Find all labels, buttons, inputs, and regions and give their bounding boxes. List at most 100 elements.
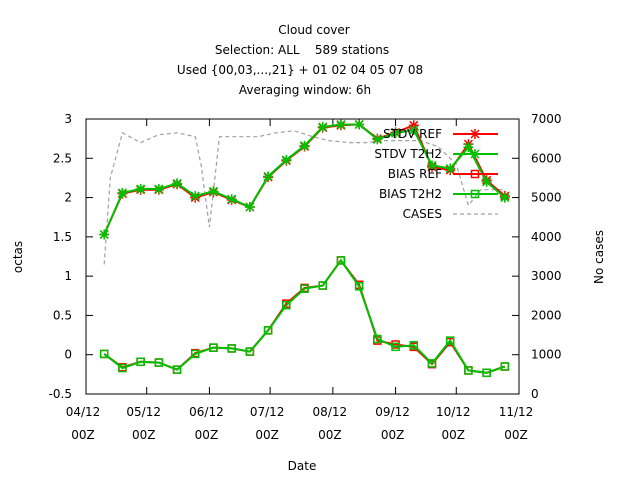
y2-tick-label: 3000	[531, 269, 562, 283]
data-point	[317, 121, 328, 132]
data-point	[282, 300, 291, 310]
data-point	[172, 365, 182, 374]
legend: STDV REF STDV T2H2 BIAS REF BIAS T2H2 CASES	[374, 127, 498, 221]
data-point	[500, 362, 510, 371]
x-tick-label-time: 00Z	[132, 428, 156, 442]
x-axis-label: Date	[288, 459, 317, 473]
series-line	[103, 258, 506, 374]
data-point	[209, 343, 218, 352]
legend-item: CASES	[403, 207, 498, 221]
x-tick-label: 08/12	[313, 405, 348, 419]
data-point	[391, 342, 400, 352]
x-tick-label-time: 00Z	[255, 428, 279, 442]
y2-tick-label: 4000	[531, 230, 562, 244]
y2-tick-label: 0	[531, 387, 539, 401]
legend-item: STDV REF	[383, 127, 498, 141]
y-axis-label: octas	[11, 241, 25, 273]
data-point	[190, 191, 201, 201]
data-point	[99, 349, 109, 359]
data-point	[153, 183, 164, 194]
data-point	[154, 358, 164, 367]
legend-item: STDV T2H2	[374, 147, 498, 161]
data-point	[445, 336, 455, 345]
legend-label: CASES	[403, 207, 442, 221]
data-point	[227, 344, 236, 353]
x-tick-label: 06/12	[189, 405, 224, 419]
series-bias-t2h2	[99, 256, 510, 378]
data-point	[172, 178, 183, 189]
x-tick-label: 04/12	[66, 405, 101, 419]
legend-item: BIAS REF	[388, 167, 498, 181]
data-point	[281, 154, 292, 165]
data-point	[481, 176, 492, 187]
y2-tick-label: 5000	[531, 191, 562, 205]
x-tick-label: 07/12	[250, 405, 285, 419]
data-point	[409, 341, 419, 350]
data-point	[427, 359, 437, 368]
data-point	[136, 357, 145, 367]
data-point	[318, 281, 327, 290]
data-point	[354, 282, 364, 291]
data-point	[135, 183, 146, 194]
series-stdv-ref	[99, 119, 510, 240]
data-point	[499, 192, 510, 203]
series-layer	[99, 119, 510, 378]
data-point	[226, 194, 237, 205]
legend-marker	[470, 129, 480, 139]
y2-tick-label: 1000	[531, 348, 562, 362]
chart-title: Cloud cover Selection: ALL 589 stations …	[177, 23, 423, 97]
x-tick-label-time: 00Z	[381, 428, 405, 442]
data-point	[464, 366, 473, 375]
plot-frame	[85, 118, 520, 395]
x-tick-label: 05/12	[126, 405, 161, 419]
data-point	[373, 334, 382, 344]
x-tick-label: 11/12	[499, 405, 534, 419]
data-point	[299, 140, 310, 151]
axes: -0.5 0 0.5 1 1.5 2 2.5 3 0 1000 2000 3000 4000 5000 60…	[49, 112, 562, 442]
legend-marker	[470, 169, 480, 179]
series-stdv-t2h2	[99, 119, 510, 240]
data-point	[263, 326, 273, 335]
data-point	[191, 349, 200, 359]
y-tick-label: 3	[64, 112, 72, 126]
x-tick-label-time: 00Z	[71, 428, 95, 442]
legend-label: BIAS T2H2	[379, 187, 442, 201]
legend-marker	[470, 189, 480, 199]
legend-item: BIAS T2H2	[379, 187, 498, 201]
x-tick-label: 09/12	[375, 405, 410, 419]
data-point	[445, 163, 456, 174]
series-cases	[103, 130, 505, 265]
y-tick-label: 2.5	[53, 151, 72, 165]
legend-label: STDV REF	[383, 127, 442, 141]
data-point	[245, 347, 255, 356]
y-tick-label: 1.5	[53, 230, 72, 244]
x-tick-label-time: 00Z	[442, 428, 466, 442]
data-point	[263, 171, 274, 182]
data-point	[426, 160, 437, 171]
y-tick-label: 0.5	[53, 308, 72, 322]
data-point	[390, 128, 401, 139]
title-line-4: Averaging window: 6h	[239, 83, 371, 97]
y-tick-label: 1	[64, 269, 72, 283]
data-point	[99, 229, 110, 240]
y2-axis-label: No cases	[592, 230, 606, 284]
y-tick-label: 2	[64, 191, 72, 205]
x-tick-label-time: 00Z	[318, 428, 342, 442]
data-point	[335, 119, 346, 130]
series-line	[103, 258, 506, 374]
y-tick-label: -0.5	[49, 387, 72, 401]
series-line	[103, 130, 505, 265]
data-point	[463, 142, 474, 153]
data-point	[336, 256, 346, 265]
y-tick-label: 0	[64, 348, 72, 362]
data-point	[244, 202, 255, 212]
data-point	[208, 186, 219, 197]
y2-tick-label: 2000	[531, 308, 562, 322]
legend-marker	[470, 149, 480, 159]
data-point	[408, 125, 419, 135]
x-tick-label-time: 00Z	[504, 428, 528, 442]
y2-tick-label: 6000	[531, 151, 562, 165]
title-line-3: Used {00,03,...,21} + 01 02 04 05 07 08	[177, 63, 423, 77]
x-tick-label-time: 00Z	[195, 428, 219, 442]
